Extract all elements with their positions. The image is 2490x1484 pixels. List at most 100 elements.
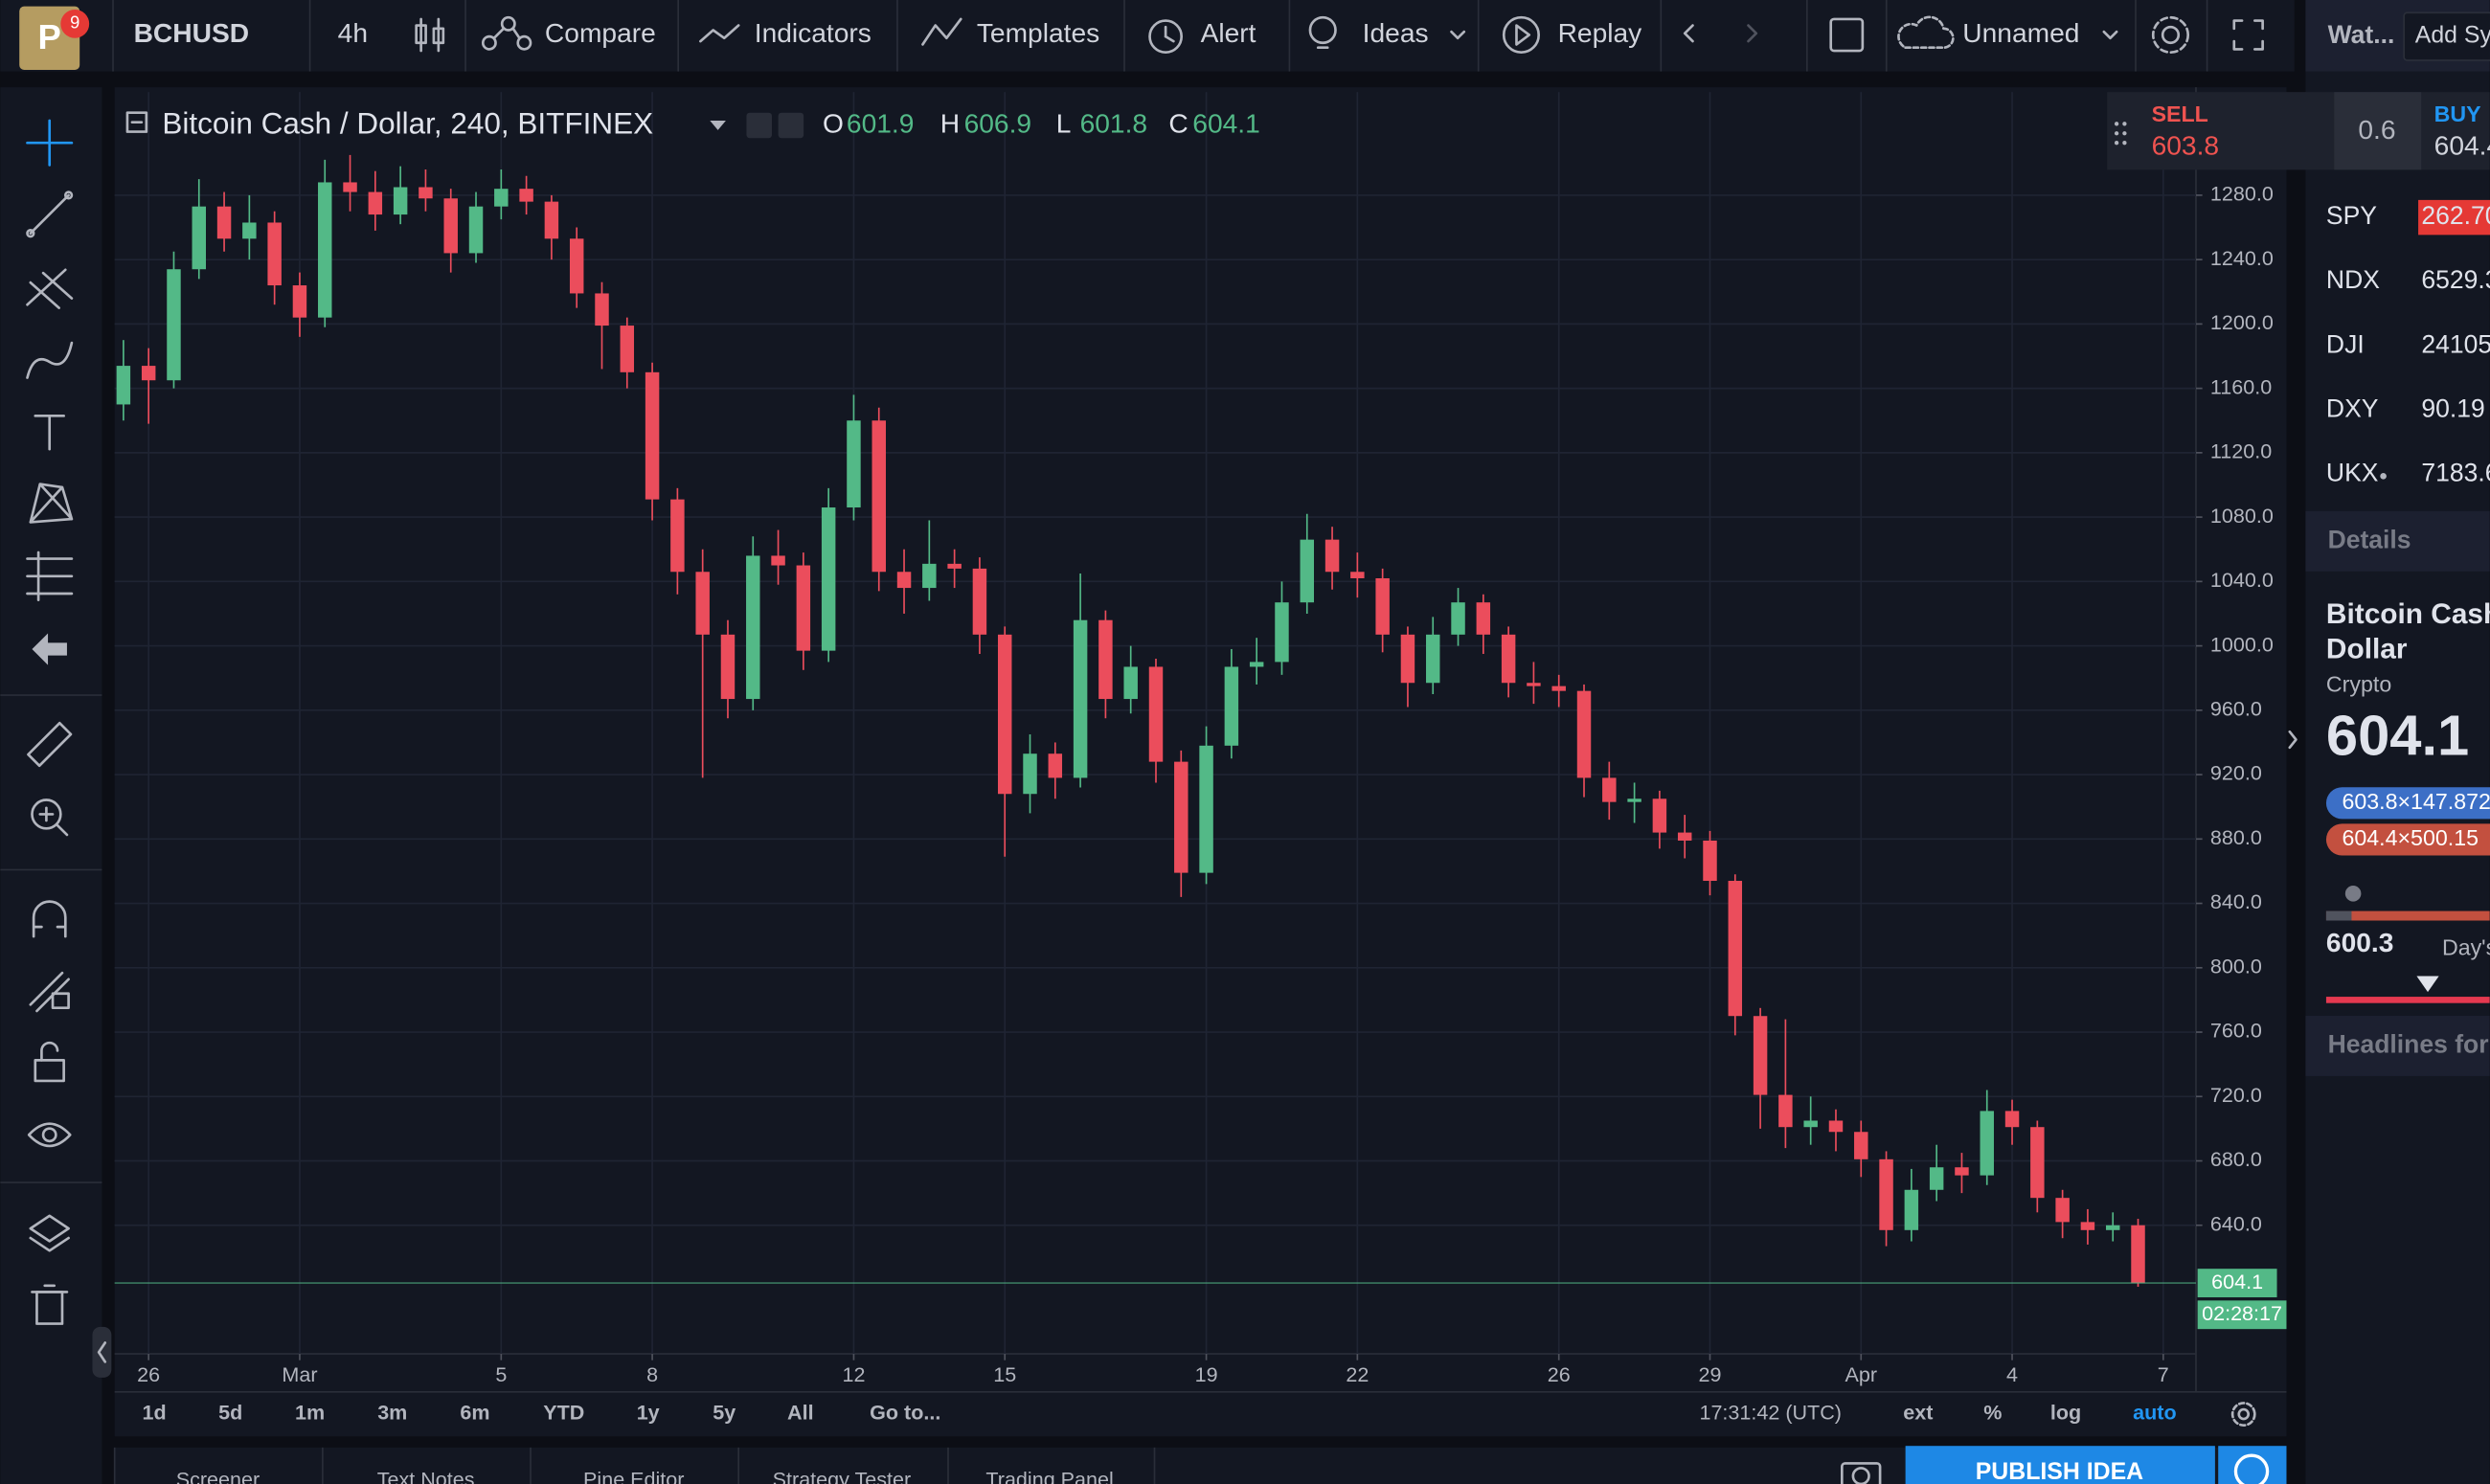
watch-symbol[interactable]: DXY [2326, 394, 2379, 423]
collapse-arrow[interactable] [97, 1341, 107, 1363]
crosshair-tool[interactable] [26, 119, 74, 167]
fullscreen-button[interactable] [2232, 39, 2244, 51]
object-tree-tool[interactable] [29, 1214, 70, 1243]
trend-line-tool[interactable] [63, 191, 74, 200]
watch-symbol[interactable]: NDX [2326, 265, 2380, 294]
redo-button[interactable] [1747, 24, 1758, 43]
fib-tool[interactable] [29, 281, 60, 309]
watchlist-tab[interactable]: Wat... [2328, 20, 2395, 49]
range-button[interactable]: 3m [377, 1401, 407, 1425]
series-settings-icon[interactable] [778, 112, 804, 139]
fullscreen-button[interactable] [2253, 19, 2264, 31]
ruler-tool[interactable] [27, 721, 73, 768]
drag-handle[interactable] [2114, 141, 2119, 146]
visibility-tool[interactable] [41, 1127, 57, 1143]
scale-option[interactable]: auto [2133, 1401, 2176, 1425]
stay-drawing-tool[interactable] [29, 971, 70, 1013]
alert-icon[interactable] [1164, 34, 1175, 43]
range-button[interactable]: YTD [543, 1401, 584, 1425]
settings-button[interactable] [2151, 15, 2190, 55]
drag-handle[interactable] [2122, 122, 2127, 126]
alert-icon[interactable] [1148, 19, 1184, 55]
layout-button[interactable] [1829, 17, 1865, 53]
chart-title[interactable]: Bitcoin Cash / Dollar, 240, BITFINEX [162, 105, 653, 140]
symbol[interactable]: BCHUSD [134, 17, 250, 48]
drag-handle[interactable] [2114, 122, 2127, 146]
title-dropdown[interactable] [710, 120, 726, 130]
indicators-icon[interactable] [699, 24, 740, 43]
interval[interactable]: 4h [338, 17, 368, 48]
chart-style-icon[interactable] [415, 24, 427, 45]
details-header[interactable]: Details [2328, 525, 2411, 553]
brush-tool[interactable] [26, 341, 74, 379]
range-button[interactable]: 5y [713, 1401, 736, 1425]
replay-icon[interactable] [1515, 24, 1531, 46]
compare-icon[interactable] [500, 15, 516, 32]
lock-tool[interactable] [40, 1041, 59, 1062]
watch-symbol[interactable]: SPY [2326, 201, 2377, 230]
watch-price[interactable]: 6529.3 [2421, 265, 2490, 294]
lock-tool[interactable] [34, 1041, 65, 1083]
trend-line-tool[interactable] [29, 193, 70, 236]
back-tool[interactable] [32, 633, 67, 665]
alert-button[interactable]: Alert [1201, 17, 1256, 48]
ruler-tool[interactable] [27, 721, 73, 768]
watch-price[interactable]: 90.19 [2421, 394, 2484, 423]
text-tool[interactable] [34, 415, 65, 451]
compare-icon[interactable] [511, 27, 521, 40]
replay-icon[interactable] [1502, 15, 1541, 55]
chart-style-icon[interactable] [432, 27, 445, 45]
compare-icon[interactable] [481, 15, 532, 51]
ideas-icon[interactable] [1308, 15, 1337, 50]
bottom-tab[interactable]: Screener [176, 1467, 260, 1484]
cloud-icon[interactable] [1897, 15, 1955, 50]
range-button[interactable]: All [787, 1401, 814, 1425]
templates-icon[interactable] [921, 17, 962, 46]
hide-series-icon[interactable] [746, 112, 772, 139]
stream-button[interactable] [2218, 1446, 2287, 1484]
scale-option[interactable]: ext [1903, 1401, 1933, 1425]
prediction-tool[interactable] [26, 551, 74, 601]
watch-symbol[interactable]: DJI [2326, 329, 2365, 358]
delete-tool[interactable] [31, 1284, 69, 1325]
chart-settings[interactable] [2230, 1402, 2256, 1427]
zoom-tool[interactable] [31, 798, 69, 837]
range-button[interactable]: 5d [218, 1401, 242, 1425]
zoom-tool[interactable] [56, 823, 69, 837]
panel-toggle[interactable] [2288, 730, 2298, 750]
range-button[interactable]: 6m [460, 1401, 489, 1425]
ideas-dropdown[interactable] [1450, 30, 1466, 40]
chart-style-icon[interactable] [415, 17, 445, 53]
lock-tool[interactable] [34, 1059, 65, 1083]
range-button[interactable]: 1y [637, 1401, 660, 1425]
object-tree-tool[interactable] [29, 1214, 70, 1252]
notification-badge[interactable] [60, 9, 90, 38]
settings-button[interactable] [2151, 15, 2190, 55]
buy-box[interactable] [2421, 92, 2490, 170]
compare-icon[interactable] [516, 34, 532, 51]
fib-tool[interactable] [41, 271, 74, 300]
visibility-tool[interactable] [27, 1122, 72, 1148]
chart-settings[interactable] [2230, 1402, 2256, 1427]
bottom-tab[interactable]: Strategy Tester [773, 1467, 912, 1484]
templates-button[interactable]: Templates [977, 17, 1099, 48]
bottom-tab[interactable]: Pine Editor [583, 1467, 684, 1484]
fib-tool[interactable] [26, 268, 67, 306]
snapshot-button[interactable] [1840, 1462, 1882, 1484]
indicators-button[interactable]: Indicators [755, 17, 872, 48]
compare-icon[interactable] [481, 34, 497, 51]
range-button[interactable]: Go to... [870, 1401, 940, 1425]
fullscreen-button[interactable] [2232, 19, 2264, 51]
layout-dropdown[interactable] [2102, 30, 2118, 40]
magnet-tool[interactable] [32, 900, 67, 938]
watch-price[interactable]: 7183.6 [2421, 459, 2490, 487]
fullscreen-button[interactable] [2232, 19, 2244, 31]
settings-button[interactable] [2161, 25, 2181, 45]
ideas-icon[interactable] [1308, 15, 1337, 45]
fib-tool[interactable] [26, 268, 74, 309]
layout-name[interactable]: Unnamed [1962, 17, 2079, 48]
range-button[interactable]: 1d [143, 1401, 167, 1425]
legend-collapse[interactable] [125, 111, 148, 133]
bottom-tab[interactable]: Text Notes [377, 1467, 475, 1484]
trend-line-tool[interactable] [26, 191, 74, 238]
